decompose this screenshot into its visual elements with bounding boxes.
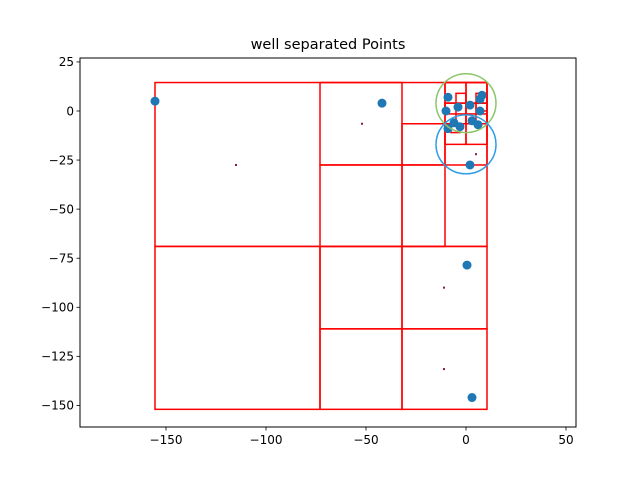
plot-area: [150, 72, 497, 411]
data-point: [150, 96, 160, 106]
x-tick-label: 0: [462, 433, 470, 447]
data-point: [443, 124, 453, 134]
small-point-marker: [361, 122, 363, 125]
y-tick-label: −50: [49, 202, 74, 216]
small-point-marker: [443, 286, 445, 289]
small-point-marker: [475, 153, 477, 156]
data-point: [473, 120, 483, 130]
y-tick-label: −75: [49, 252, 74, 266]
data-point: [465, 100, 475, 110]
data-point: [455, 122, 465, 132]
small-point-marker: [443, 368, 445, 371]
y-tick-label: −25: [49, 153, 74, 167]
tree-cell: [455, 92, 467, 104]
separation-circle: [435, 72, 497, 134]
data-point: [465, 160, 475, 170]
data-point: [441, 106, 451, 116]
data-point: [443, 92, 453, 102]
data-point: [462, 260, 472, 270]
x-tick-label: −150: [150, 433, 183, 447]
chart-title: well separated Points: [251, 37, 406, 53]
data-point: [377, 98, 387, 108]
x-tick-label: 50: [558, 433, 573, 447]
small-point-marker: [235, 163, 237, 166]
y-tick-label: −150: [41, 399, 74, 413]
data-point: [475, 106, 485, 116]
axis-ticks: −150 −100 −50 0 50 25 0 −25 −50 −75 −100 −125 −150: [41, 55, 574, 447]
tree-cell: [401, 328, 488, 411]
x-tick-label: −100: [250, 433, 283, 447]
data-point: [467, 393, 477, 403]
axes-frame: [79, 57, 577, 428]
y-tick-label: 25: [59, 55, 74, 69]
data-point: [477, 90, 487, 100]
separation-circle: [435, 114, 497, 175]
y-tick-label: −100: [41, 301, 74, 315]
x-tick-label: −50: [353, 433, 378, 447]
y-tick-label: 0: [66, 104, 74, 118]
data-point: [453, 102, 463, 112]
y-tick-label: −125: [41, 350, 74, 364]
